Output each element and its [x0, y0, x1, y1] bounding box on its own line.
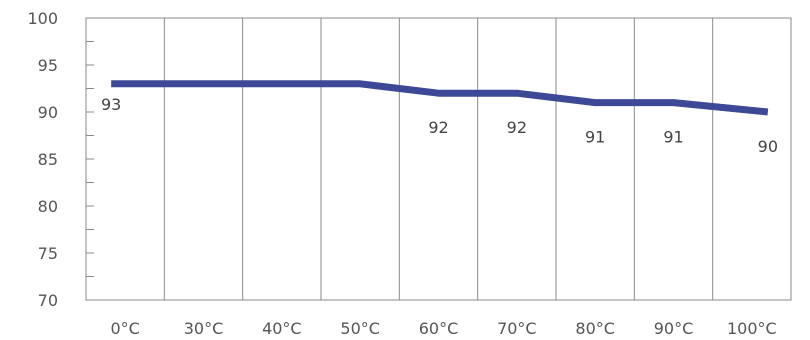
x-tick-label: 70°C: [497, 319, 537, 338]
series-line: [111, 80, 769, 116]
x-tick-label: 90°C: [654, 319, 694, 338]
x-axis-ticks: 0°C 30°C 40°C 50°C 60°C 70°C 80°C 90°C 100°C: [110, 319, 776, 338]
x-tick-label: 30°C: [184, 319, 224, 338]
x-tick-label: 80°C: [575, 319, 615, 338]
x-tick-label: 60°C: [419, 319, 459, 338]
data-label: 92: [428, 118, 448, 137]
y-tick-label: 75: [38, 244, 58, 263]
y-tick-label: 95: [38, 56, 58, 75]
grid: [85, 17, 792, 301]
series: [111, 80, 769, 116]
data-label: 92: [507, 118, 527, 137]
x-tick-label: 100°C: [727, 319, 777, 338]
plot-frame: [85, 17, 792, 301]
data-label: 91: [585, 128, 605, 147]
data-labels: 93 92 92 91 91 90: [101, 95, 778, 156]
data-label: 93: [101, 95, 121, 114]
x-tick-label: 50°C: [340, 319, 380, 338]
y-tick-label: 85: [38, 150, 58, 169]
y-axis-ticks: 70 75 80 85 90 95 100: [27, 9, 58, 310]
y-tick-label: 80: [38, 197, 58, 216]
data-label: 90: [758, 137, 778, 156]
y-tick-label: 90: [38, 103, 58, 122]
y-tick-label: 70: [38, 291, 58, 310]
y-tick-label: 100: [27, 9, 58, 28]
x-tick-label: 40°C: [262, 319, 302, 338]
x-tick-label: 0°C: [110, 319, 139, 338]
data-label: 91: [663, 128, 683, 147]
